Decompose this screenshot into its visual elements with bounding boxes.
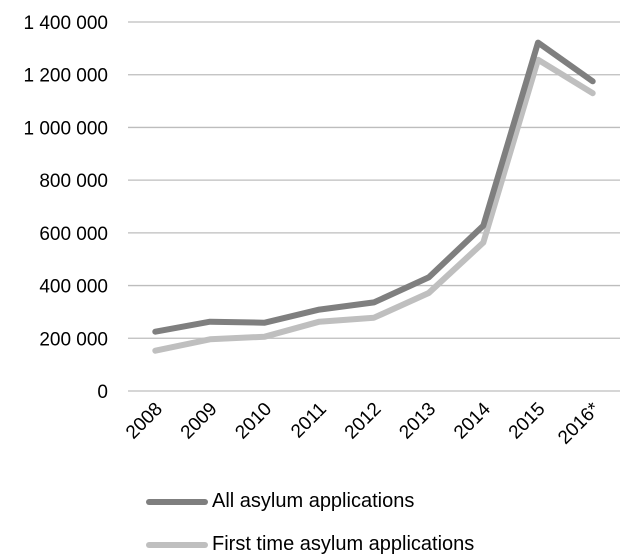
legend-label-first-time-applications: First time asylum applications: [212, 533, 475, 555]
series-line-all-applications: [152, 39, 596, 335]
legend-item-first-time-applications: First time asylum applications: [146, 533, 474, 556]
y-tick-label: 1 000 000: [23, 118, 108, 139]
x-tick-label: 2015: [505, 399, 550, 444]
x-tick-label: 2014: [450, 398, 495, 443]
x-tick-label: 2012: [341, 399, 386, 444]
x-axis-tick-labels: 2008 2009 2010 2011 2012 2013 2014 2015 2016*: [122, 398, 605, 448]
y-tick-label: 600 000: [39, 224, 108, 245]
x-tick-label: 2010: [231, 399, 276, 444]
legend-label-all-applications: All asylum applications: [212, 490, 415, 512]
x-tick-label: 2011: [287, 399, 331, 443]
x-tick-label: 2008: [122, 399, 167, 444]
legend-item-all-applications: All asylum applications: [146, 490, 414, 513]
legend-swatch-first-time-applications: [146, 541, 208, 548]
y-tick-label: 1 200 000: [23, 66, 108, 87]
y-tick-label: 1 400 000: [23, 13, 108, 34]
y-tick-label: 0: [97, 382, 108, 403]
x-tick-label: 2016*: [554, 398, 604, 448]
y-tick-label: 800 000: [39, 171, 108, 192]
line-chart: 0 200 000 400 000 600 000 800 000 1 000 000 1 …: [23, 13, 620, 449]
y-axis-tick-labels: 0 200 000 400 000 600 000 800 000 1 000 000 1 …: [23, 13, 108, 403]
y-tick-label: 400 000: [39, 277, 108, 298]
x-tick-label: 2013: [395, 399, 440, 444]
y-tick-label: 200 000: [39, 329, 108, 350]
series-line-first-time-applications: [152, 56, 596, 354]
legend-swatch-all-applications: [146, 498, 208, 505]
gridlines: [128, 21, 620, 392]
series-lines: [152, 39, 596, 354]
x-tick-label: 2009: [177, 399, 222, 444]
